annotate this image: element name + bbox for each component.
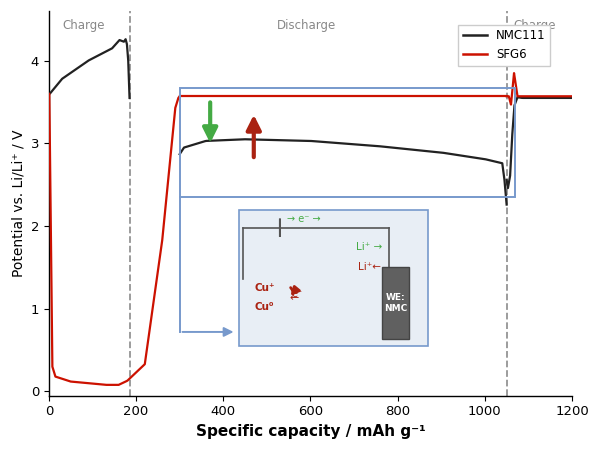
Text: Cu⁰: Cu⁰ xyxy=(255,302,274,312)
Text: Charge: Charge xyxy=(62,19,105,32)
Text: Discharge: Discharge xyxy=(277,19,336,32)
Text: WE:
NMC: WE: NMC xyxy=(384,293,407,313)
Text: Cu⁺: Cu⁺ xyxy=(254,283,275,293)
Bar xyxy=(239,210,428,346)
Text: Li⁺ →: Li⁺ → xyxy=(356,242,382,252)
Bar xyxy=(382,266,409,339)
Text: Li⁺←: Li⁺← xyxy=(358,262,381,272)
Text: e⁻: e⁻ xyxy=(292,289,303,299)
X-axis label: Specific capacity / mAh g⁻¹: Specific capacity / mAh g⁻¹ xyxy=(196,424,425,439)
Text: → e⁻ →: → e⁻ → xyxy=(287,214,321,224)
Y-axis label: Potential vs. Li/Li⁺ / V: Potential vs. Li/Li⁺ / V xyxy=(11,130,25,277)
Text: Charge: Charge xyxy=(514,19,556,32)
Text: ←: ← xyxy=(290,293,299,303)
Legend: NMC111, SFG6: NMC111, SFG6 xyxy=(458,25,550,66)
Bar xyxy=(179,88,515,197)
